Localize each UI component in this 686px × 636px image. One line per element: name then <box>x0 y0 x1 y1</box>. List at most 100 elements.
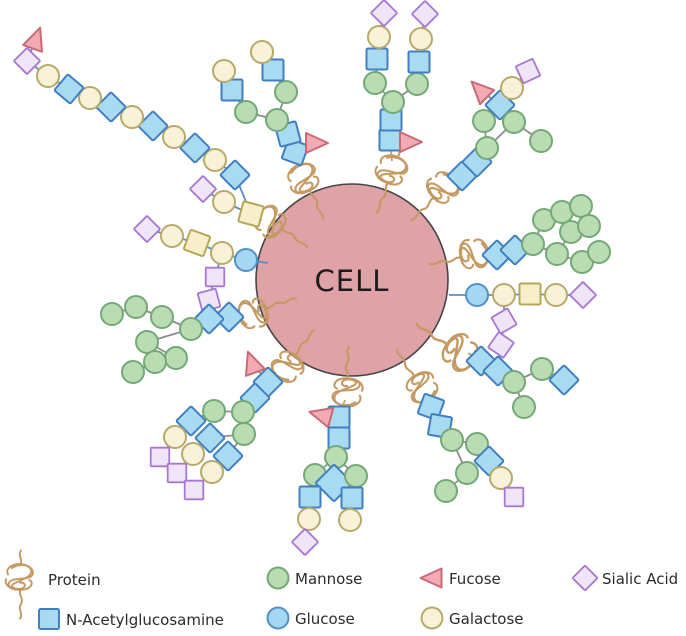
mannose-icon <box>135 330 159 354</box>
fucose-icon <box>419 567 443 589</box>
glcnac-icon <box>416 392 446 422</box>
legend-label: N-Acetylglucosamine <box>66 611 224 629</box>
mannose-icon <box>440 428 464 452</box>
glcnac-icon <box>212 440 244 472</box>
fucose-icon <box>245 350 266 377</box>
mannose-icon <box>121 360 145 384</box>
fucose-icon <box>399 131 423 153</box>
fucose-icon <box>305 132 329 154</box>
mannose-icon <box>143 350 167 374</box>
sialic-acid-icon <box>503 486 525 508</box>
galnac-icon <box>518 282 542 306</box>
galactose-icon <box>163 425 187 449</box>
glcnac-icon <box>53 73 85 105</box>
mannose-icon <box>202 399 226 423</box>
mannose-icon <box>587 240 611 264</box>
galactose-icon <box>78 86 102 110</box>
mannose-icon <box>344 464 368 488</box>
cell-label: CELL <box>315 264 390 298</box>
sialic-acid-icon <box>149 446 171 468</box>
sialic-acid-icon <box>515 58 541 84</box>
galactose-icon <box>338 508 362 532</box>
mannose-icon <box>232 422 256 446</box>
sialic-acid-icon <box>204 266 226 288</box>
glucose-icon <box>465 283 489 307</box>
legend-label: Mannose <box>295 570 362 588</box>
legend-label: Sialic Acid <box>602 570 678 588</box>
galactose-icon <box>160 224 184 248</box>
glycan-nodes-layer <box>13 0 611 556</box>
mannose-icon <box>475 136 499 160</box>
fucose-icon <box>470 80 496 106</box>
mannose-icon <box>502 110 526 134</box>
galactose-icon <box>181 442 205 466</box>
legend-label: Glucose <box>295 610 355 628</box>
mannose-icon <box>265 108 289 132</box>
sialic-acid-icon <box>569 281 597 309</box>
galnac-icon <box>237 200 265 228</box>
galactose-icon <box>489 466 513 490</box>
mannose-icon <box>577 214 601 238</box>
mannose-icon <box>512 395 536 419</box>
glcnac-icon <box>327 426 351 450</box>
glcnac-icon <box>261 58 285 82</box>
sialic-acid-icon <box>189 175 217 203</box>
galactose-icon <box>367 25 391 49</box>
galactose-icon <box>492 283 516 307</box>
legend-label: Protein <box>48 571 101 589</box>
sialic-acid-icon <box>133 215 161 243</box>
glcnac-icon <box>213 301 245 333</box>
mannose-icon <box>502 370 526 394</box>
glcnac-icon <box>95 91 127 123</box>
mannose-icon <box>434 479 458 503</box>
legend-label: Galactose <box>449 610 524 628</box>
mannose-icon <box>530 357 554 381</box>
sialic-acid-icon <box>487 331 515 359</box>
glcnac-icon <box>298 485 322 509</box>
galactose-icon <box>162 125 186 149</box>
fucose-icon <box>308 406 335 429</box>
sialic-acid-icon <box>490 307 518 335</box>
galactose-icon <box>212 190 236 214</box>
mannose-icon <box>521 232 545 256</box>
mannose-icon <box>234 100 258 124</box>
glcnac-icon <box>365 47 389 71</box>
glcnac-icon <box>548 364 580 396</box>
mannose-icon <box>455 461 479 485</box>
mannose-icon <box>529 129 553 153</box>
legend: Protein Mannose Fucose Sialic Acid N-Acetylg… <box>4 549 678 630</box>
mannose-icon <box>164 346 188 370</box>
sialic-acid-icon <box>166 462 188 484</box>
glcnac-icon <box>407 50 431 74</box>
mannose-icon <box>465 432 489 456</box>
sialic-acid-icon <box>13 47 41 75</box>
glcnac-icon <box>179 132 211 164</box>
sialic-acid-icon <box>411 0 439 28</box>
glcnac-icon <box>137 110 169 142</box>
fucose-icon <box>22 26 43 53</box>
galactose-icon <box>420 606 444 630</box>
mannose-icon <box>150 305 174 329</box>
mannose-icon <box>274 80 298 104</box>
glcnac-icon <box>378 128 402 152</box>
glcnac-icon <box>194 422 226 454</box>
glcnac-icon <box>175 405 207 437</box>
cell-body <box>255 183 449 377</box>
glcnac-icon <box>340 486 364 510</box>
mannose-icon <box>545 242 569 266</box>
galactose-icon <box>200 460 224 484</box>
mannose-icon <box>405 72 429 96</box>
galactose-icon <box>203 148 227 172</box>
mannose-icon <box>569 194 593 218</box>
galactose-icon <box>544 283 568 307</box>
galactose-icon <box>250 40 274 64</box>
galactose-icon <box>500 76 524 100</box>
glucose-icon <box>234 248 258 272</box>
legend-protein-icon <box>4 549 34 620</box>
galactose-icon <box>120 105 144 129</box>
glcnac-icon <box>38 608 60 630</box>
mannose-icon <box>324 445 348 469</box>
galactose-icon <box>409 27 433 51</box>
mannose-icon <box>100 302 124 326</box>
